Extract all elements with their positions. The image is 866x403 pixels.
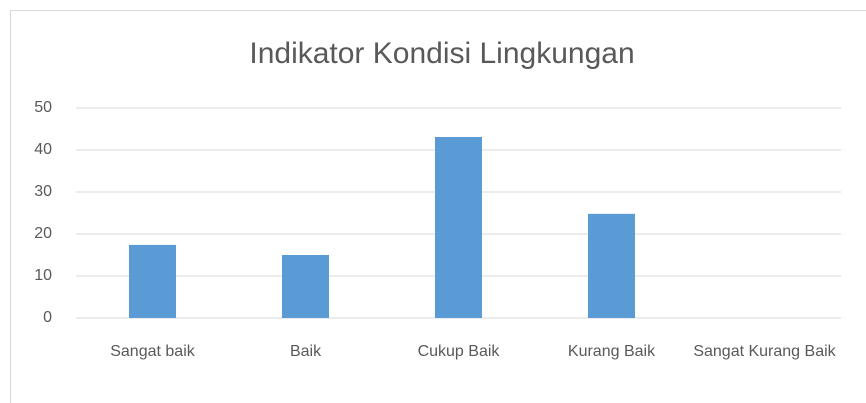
x-tick-label: Kurang Baik [568, 343, 656, 360]
x-tick-label: Sangat baik [110, 343, 196, 360]
bar [129, 244, 176, 318]
y-tick-label: 20 [34, 225, 52, 242]
y-tick-label: 40 [34, 141, 52, 158]
bar [588, 213, 635, 318]
y-tick-label: 10 [34, 267, 52, 284]
y-tick-label: 50 [34, 99, 52, 116]
bar [282, 255, 329, 318]
chart-border [10, 10, 866, 403]
x-tick-label: Sangat Kurang Baik [693, 343, 836, 360]
x-tick-label: Baik [290, 343, 322, 360]
bar [435, 136, 482, 318]
x-tick-label: Cukup Baik [418, 343, 501, 360]
y-tick-label: 0 [43, 309, 52, 326]
y-tick-label: 30 [34, 183, 52, 200]
chart-title: Indikator Kondisi Lingkungan [249, 37, 634, 70]
